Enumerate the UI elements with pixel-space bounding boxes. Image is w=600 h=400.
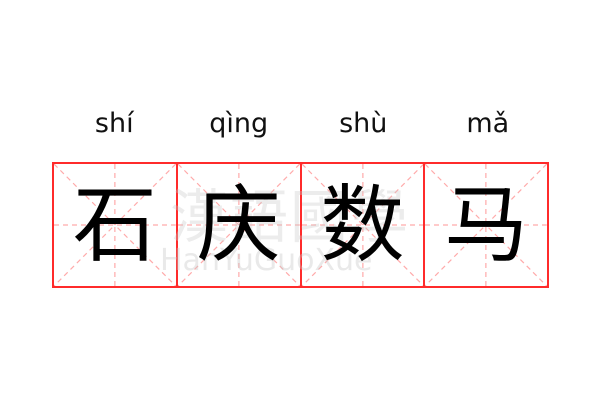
- pinyin-4: mǎ: [466, 108, 510, 139]
- guide-lines: [302, 164, 424, 286]
- pinyin-2: qìng: [209, 108, 269, 139]
- character-1: 石: [72, 176, 157, 274]
- guide-line: [178, 164, 300, 286]
- guide-line: [425, 164, 547, 286]
- character-4: 马: [444, 176, 529, 274]
- character-grid: 石 庆 数 马: [52, 162, 549, 288]
- pinyin-1: shí: [94, 108, 134, 139]
- watermark-chinese: 漢語國學: [170, 183, 411, 251]
- character-cell: 庆: [178, 164, 302, 286]
- character-cell: 石: [54, 164, 178, 286]
- guide-lines: [54, 164, 176, 286]
- watermark-latin: HanYuGuoXue: [160, 243, 373, 278]
- guide-line: [178, 164, 300, 286]
- guide-line: [54, 164, 176, 286]
- pinyin-3: shù: [339, 108, 388, 139]
- guide-line: [302, 164, 424, 286]
- character-2: 庆: [196, 176, 281, 274]
- guide-line: [54, 164, 176, 286]
- guide-line: [302, 164, 424, 286]
- guide-lines: [425, 164, 547, 286]
- character-3: 数: [320, 176, 405, 274]
- pinyin-row: shí qìng shù mǎ: [52, 108, 550, 139]
- guide-lines: [178, 164, 300, 286]
- character-cell: 数: [302, 164, 426, 286]
- character-cell: 马: [425, 164, 547, 286]
- guide-line: [425, 164, 547, 286]
